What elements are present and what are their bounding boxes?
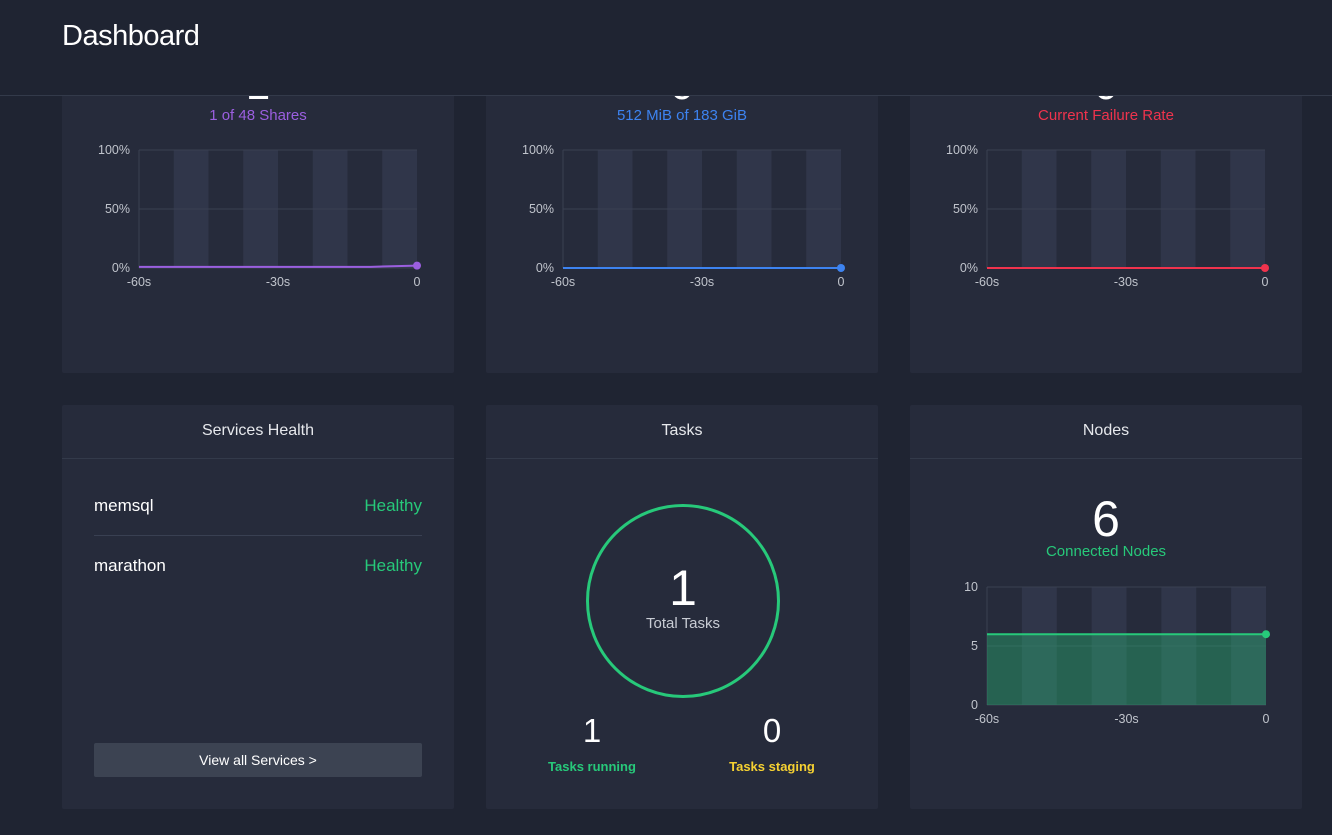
total-tasks-ring: 1 Total Tasks bbox=[586, 504, 780, 698]
x-tick-label: 0 bbox=[1262, 275, 1269, 289]
tasks-running-number: 1 bbox=[582, 712, 602, 749]
series-line bbox=[139, 264, 418, 268]
y-tick-label: 0 bbox=[971, 698, 978, 712]
services-health-card: Services Health memsql Healthy marathon … bbox=[62, 405, 454, 809]
x-tick-label: -60s bbox=[127, 275, 151, 289]
series-end-point bbox=[1262, 630, 1270, 639]
nodes-card: Nodes 6 Connected Nodes 10 5 0 -60s -30s 0 bbox=[910, 405, 1302, 809]
nodes-count: 6 bbox=[1092, 491, 1120, 547]
y-tick-label: 50% bbox=[529, 202, 554, 216]
x-tick-label: 0 bbox=[414, 275, 421, 289]
y-tick-label: 10 bbox=[964, 580, 978, 594]
total-tasks-number: 1 bbox=[669, 560, 697, 616]
y-tick-label: 0% bbox=[960, 261, 978, 275]
failure-chart-svg: 100% 50% 0%-60s -30s 0 bbox=[946, 143, 1269, 289]
service-row-memsql[interactable]: memsql Healthy bbox=[94, 476, 422, 536]
series-end-point bbox=[413, 261, 421, 270]
x-tick-label: 0 bbox=[1263, 712, 1270, 726]
page-header: Dashboard bbox=[0, 0, 1332, 96]
failure-subtitle: Current Failure Rate bbox=[1038, 107, 1174, 124]
view-all-services-button[interactable]: View all Services > bbox=[94, 743, 422, 777]
tasks-staging-label: Tasks staging bbox=[729, 759, 815, 774]
x-tick-label: -60s bbox=[975, 712, 999, 726]
series-area bbox=[987, 634, 1266, 705]
memory-chart-svg: 100% 50% 0%-60s -30s 0 bbox=[522, 143, 845, 289]
y-tick-label: 50% bbox=[105, 202, 130, 216]
x-tick-label: -30s bbox=[690, 275, 714, 289]
nodes-label: Connected Nodes bbox=[1045, 543, 1167, 560]
memory-card: 0 512 MiB of 183 GiB 100% 50% 0%-60s -30s 0 bbox=[486, 60, 878, 373]
service-status: Healthy bbox=[364, 496, 422, 515]
x-tick-label: -60s bbox=[551, 275, 575, 289]
service-status: Healthy bbox=[364, 556, 422, 575]
page-title: Dashboard bbox=[62, 20, 200, 52]
series-end-point bbox=[1261, 264, 1269, 272]
y-tick-label: 100% bbox=[522, 143, 554, 157]
x-tick-label: -60s bbox=[975, 275, 999, 289]
y-tick-label: 100% bbox=[98, 143, 130, 157]
y-tick-label: 50% bbox=[953, 202, 978, 216]
service-row-marathon[interactable]: marathon Healthy bbox=[94, 536, 422, 596]
x-tick-label: -30s bbox=[266, 275, 290, 289]
series-end-point bbox=[837, 264, 845, 272]
memory-subtitle: 512 MiB of 183 GiB bbox=[616, 107, 748, 124]
y-tick-label: 0% bbox=[112, 261, 130, 275]
service-name[interactable]: marathon bbox=[94, 556, 166, 575]
y-tick-label: 100% bbox=[946, 143, 978, 157]
x-tick-label: 0 bbox=[838, 275, 845, 289]
cpu-subtitle: 1 of 48 Shares bbox=[209, 107, 307, 124]
tasks-staging-number: 0 bbox=[762, 712, 782, 749]
x-tick-label: -30s bbox=[1114, 275, 1138, 289]
service-divider bbox=[94, 535, 422, 536]
failure-rate-card: 0 Current Failure Rate 100% 50% 0%-60s -30s… bbox=[910, 60, 1302, 373]
tasks-running-stat: 1 Tasks running bbox=[512, 711, 672, 774]
tasks-staging-stat: 0 Tasks staging bbox=[692, 711, 852, 774]
total-tasks-label: Total Tasks bbox=[646, 615, 720, 632]
nodes-title: Nodes bbox=[910, 405, 1302, 459]
y-tick-label: 5 bbox=[971, 639, 978, 653]
service-name[interactable]: memsql bbox=[94, 496, 154, 515]
tasks-title: Tasks bbox=[486, 405, 878, 459]
tasks-running-label: Tasks running bbox=[548, 759, 636, 774]
x-tick-label: -30s bbox=[1114, 712, 1138, 726]
tasks-card: Tasks 1 Total Tasks 1 Tasks running 0 Ta… bbox=[486, 405, 878, 809]
cpu-chart-svg: 100% 50% 0%-60s -30s 0 bbox=[98, 143, 421, 289]
y-tick-label: 0% bbox=[536, 261, 554, 275]
services-health-title: Services Health bbox=[62, 405, 454, 459]
